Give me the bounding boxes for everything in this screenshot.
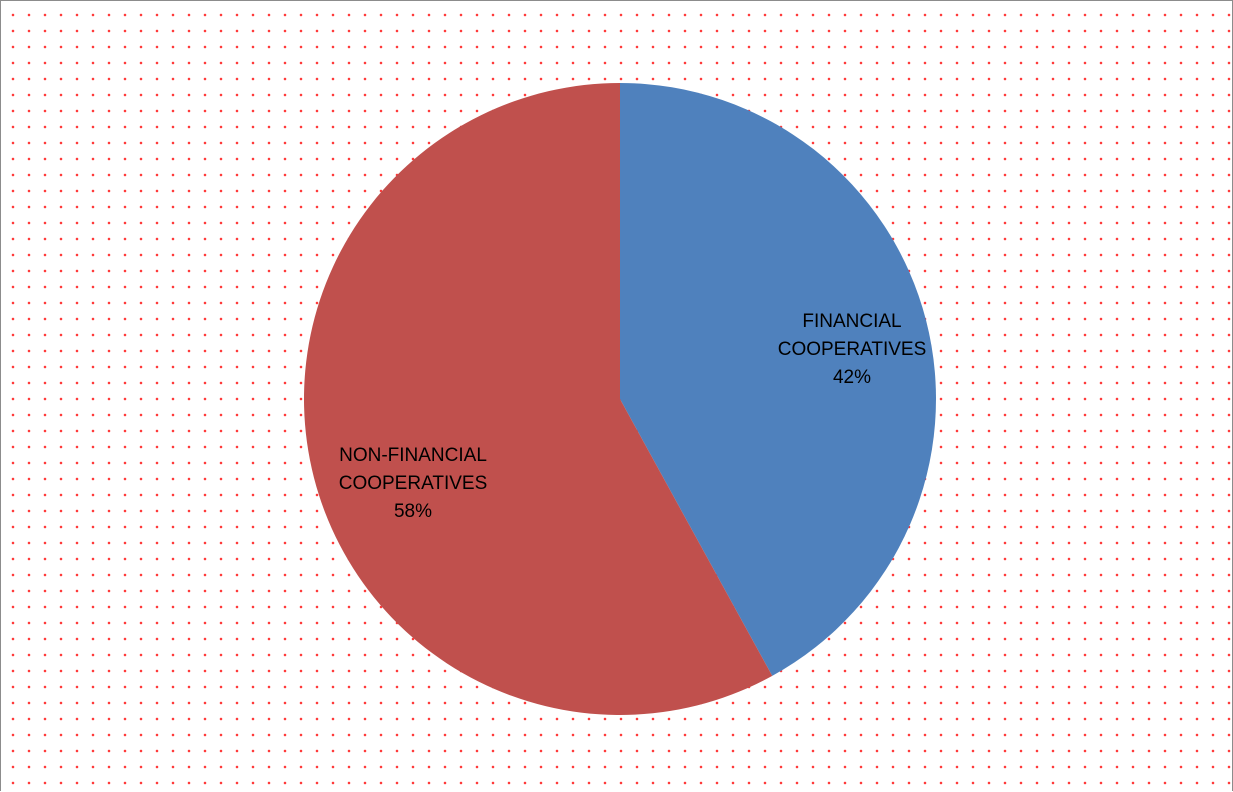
slice-label-1: NON-FINANCIAL COOPERATIVES 58% [339, 445, 488, 522]
slice-value-label: 58% [394, 501, 432, 522]
slice-label-line: COOPERATIVES [778, 339, 927, 360]
slices-layer [303, 83, 937, 715]
slice-label-line: COOPERATIVES [339, 473, 488, 494]
slice-label-line: FINANCIAL [802, 311, 901, 332]
pie-slice-1 [303, 83, 773, 715]
slice-label-0: FINANCIAL COOPERATIVES 42% [778, 311, 927, 388]
labels-layer: FINANCIAL COOPERATIVES 42% NON-FINANCIAL COO… [339, 311, 927, 522]
slice-label-line: NON-FINANCIAL [339, 445, 487, 466]
pie-slice-0 [620, 83, 937, 676]
slice-value-label: 42% [833, 367, 871, 388]
